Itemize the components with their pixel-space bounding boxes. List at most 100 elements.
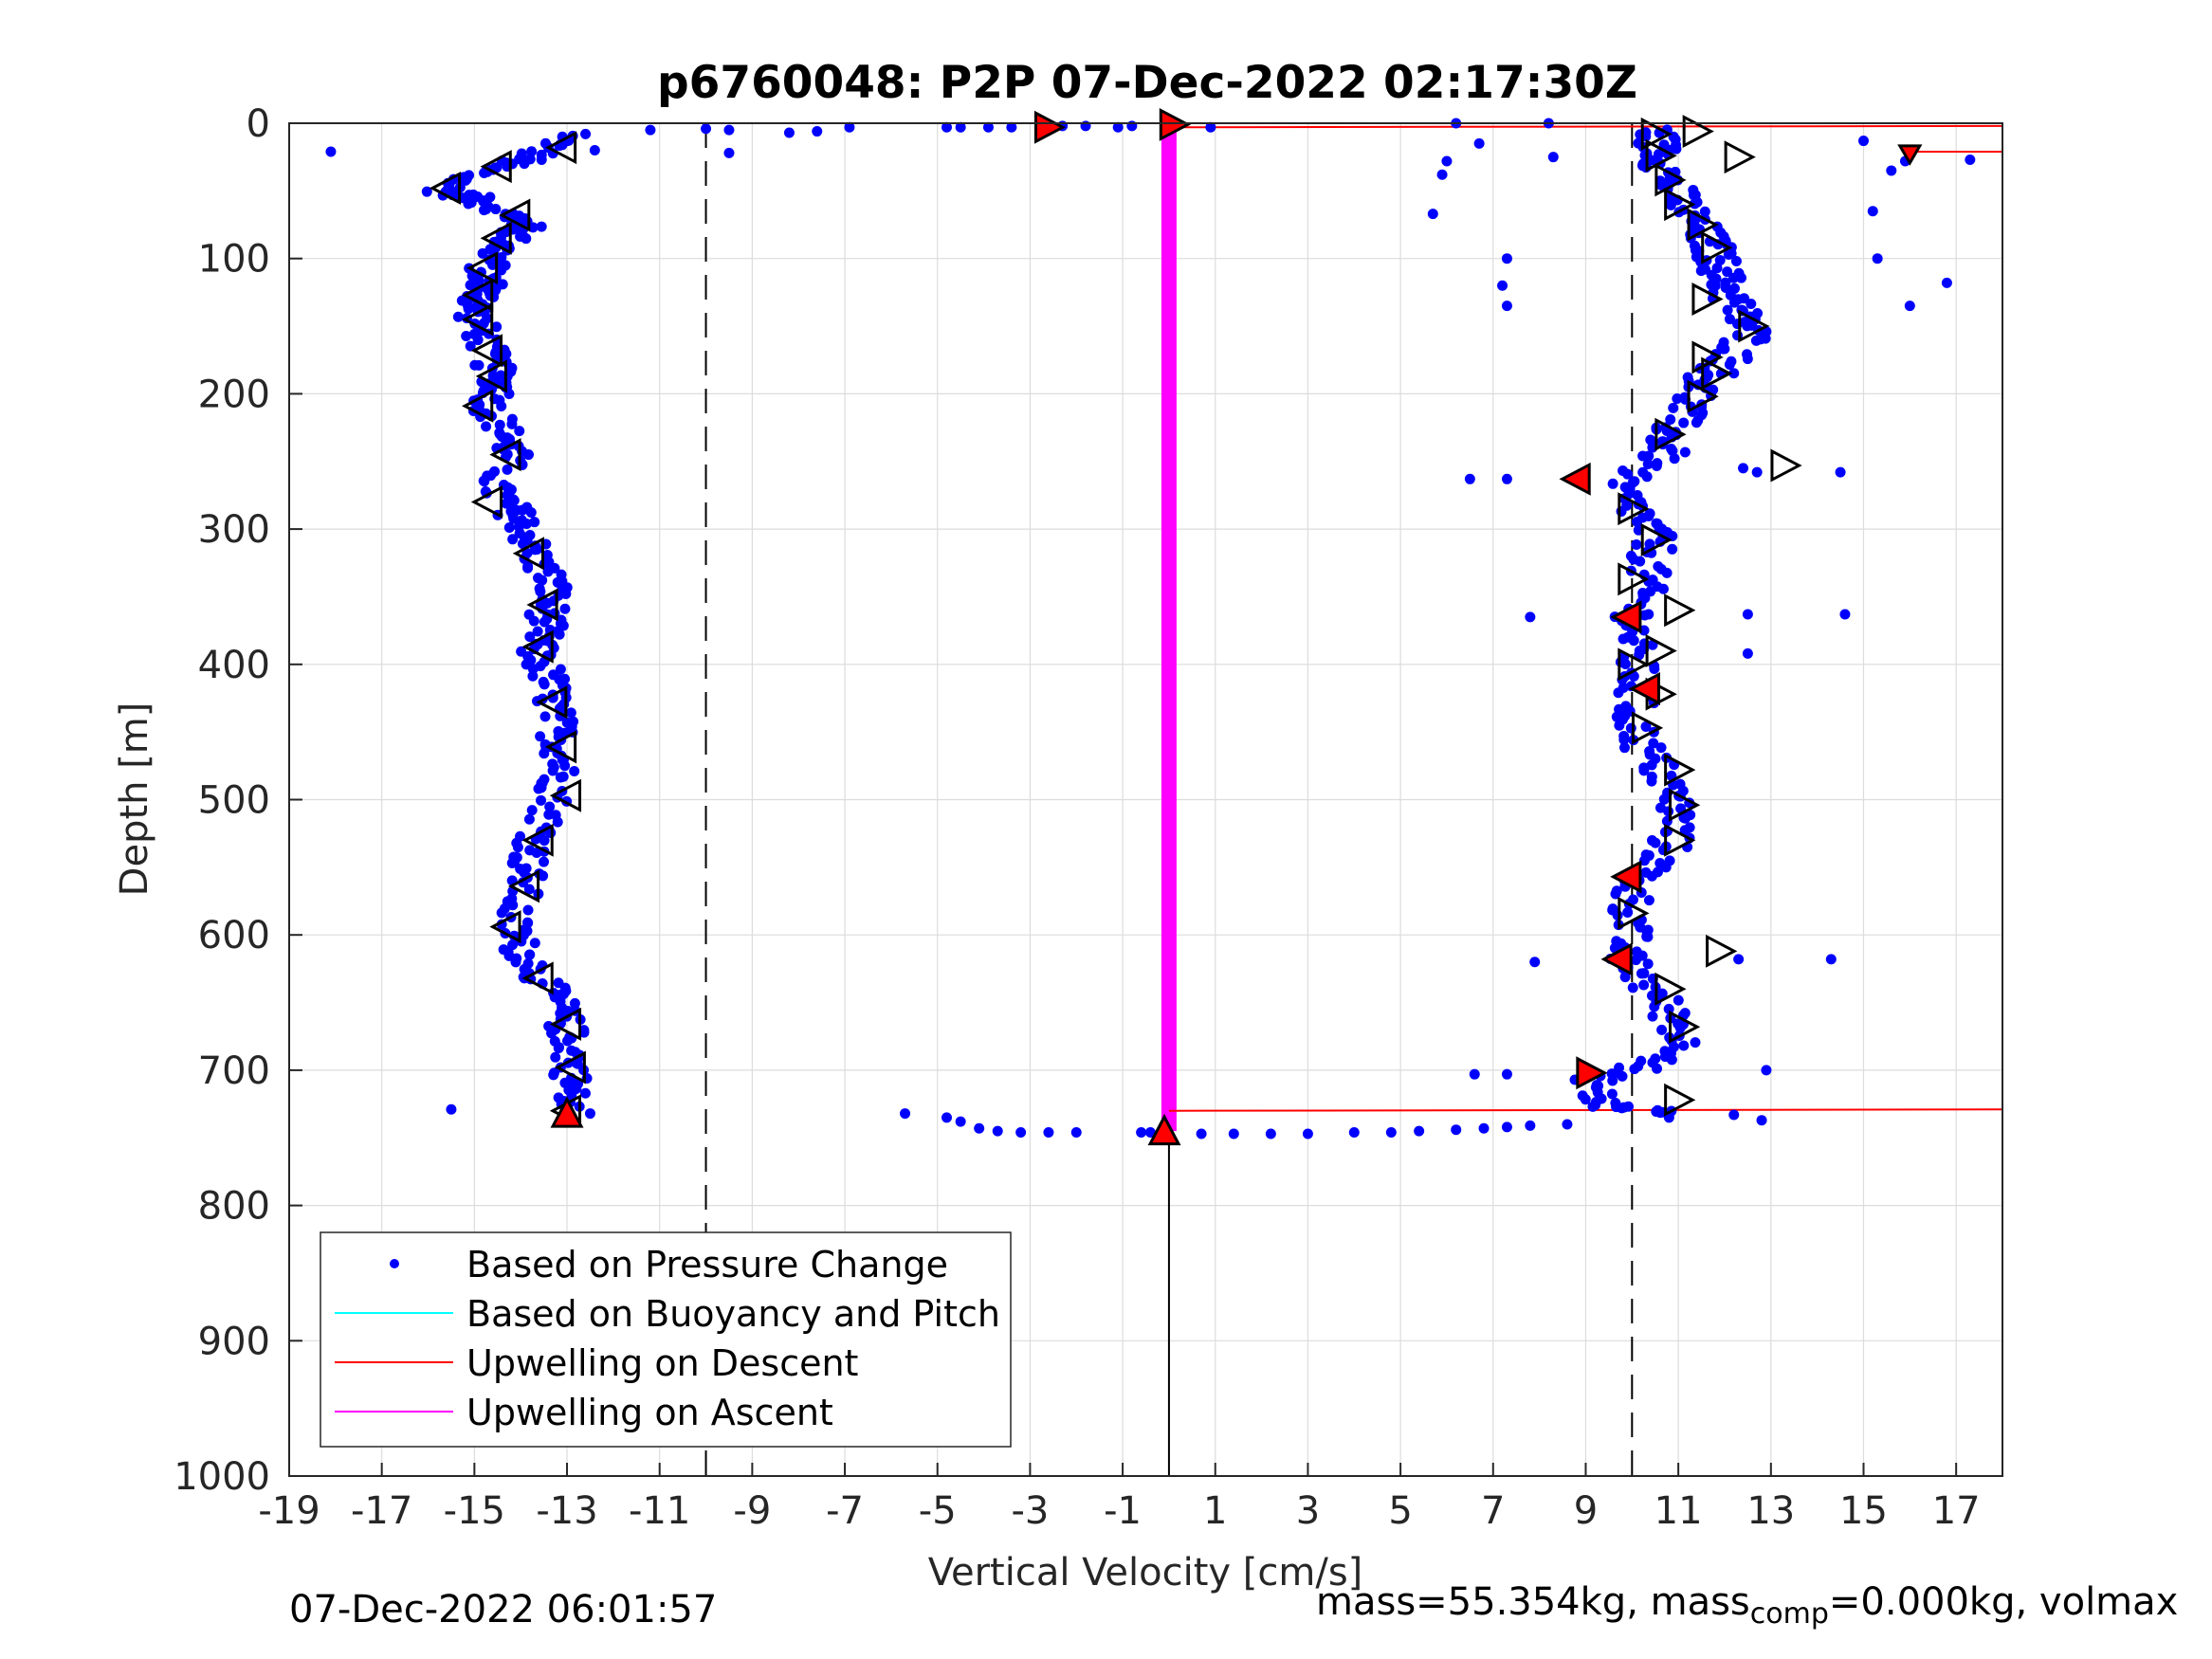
data-point (1691, 417, 1702, 428)
data-point (508, 513, 520, 524)
reference-lines (704, 123, 1634, 1476)
data-point (1641, 471, 1653, 483)
data-point (510, 957, 521, 968)
legend-label: Based on Pressure Change (466, 1244, 948, 1285)
data-point (1628, 635, 1639, 647)
data-point (1728, 1109, 1740, 1121)
x-tick-label: 9 (1574, 1489, 1598, 1533)
data-point (1941, 277, 1952, 288)
data-point (1654, 1107, 1666, 1119)
y-tick-label: 400 (198, 644, 270, 687)
data-point (1501, 253, 1512, 264)
data-point (1136, 1127, 1147, 1139)
x-tick-label: -1 (1104, 1489, 1142, 1533)
triangle-marker (1618, 562, 1650, 596)
data-point (555, 664, 566, 675)
x-tick-label: 11 (1654, 1489, 1703, 1533)
triangle-marker (1628, 672, 1660, 705)
x-tick-label: -3 (1011, 1489, 1049, 1533)
data-point (533, 783, 544, 794)
data-point (1634, 649, 1645, 661)
triangle-marker (512, 537, 544, 571)
data-point (1904, 301, 1915, 312)
footer-mass-sub: comp (1749, 1597, 1829, 1631)
data-point (532, 626, 543, 637)
data-point (1641, 931, 1653, 942)
triangle-marker (1618, 647, 1650, 682)
data-point (463, 303, 474, 315)
triangle-marker (1618, 896, 1650, 930)
data-point (941, 121, 952, 133)
legend-label: Upwelling on Ascent (466, 1392, 833, 1433)
data-point (1144, 1127, 1156, 1139)
data-point (506, 857, 518, 868)
data-point (1497, 280, 1508, 291)
data-point (1839, 609, 1851, 620)
data-point (941, 1112, 952, 1123)
data-point (506, 418, 518, 429)
triangle-markers (429, 107, 1923, 1146)
x-tick-label: -11 (629, 1489, 690, 1533)
triangle-marker (1664, 823, 1696, 857)
x-tick-label: 17 (1932, 1489, 1981, 1533)
triangle-marker (1664, 1083, 1696, 1117)
triangle-marker (549, 778, 582, 812)
data-point (544, 801, 556, 812)
triangle-marker (480, 150, 512, 184)
data-point (1711, 263, 1723, 274)
data-point (521, 233, 532, 245)
triangle-marker (1645, 138, 1677, 173)
data-point (1616, 1103, 1627, 1114)
data-point (421, 186, 432, 197)
triangle-marker (466, 251, 499, 285)
y-tick-label: 100 (198, 238, 270, 282)
data-point (1501, 301, 1512, 312)
data-point (1657, 583, 1669, 594)
data-point (1616, 505, 1627, 517)
data-point (701, 123, 712, 135)
data-point (472, 335, 484, 346)
data-point (1835, 466, 1846, 478)
data-point (522, 904, 534, 916)
data-point (1043, 1127, 1054, 1139)
triangle-marker (1691, 283, 1724, 316)
data-point (723, 147, 735, 158)
data-point (1622, 906, 1634, 918)
data-point (1607, 478, 1618, 489)
triangle-marker (1682, 115, 1714, 149)
x-tick-label: -9 (733, 1489, 771, 1533)
data-point (1722, 304, 1733, 316)
data-point (1679, 447, 1691, 458)
data-point (1642, 958, 1654, 970)
data-point (538, 870, 549, 882)
triangle-marker (1687, 379, 1719, 413)
triangle-marker (1631, 711, 1664, 745)
triangle-marker (1600, 942, 1633, 976)
upwelling-descent-line (1168, 1108, 2003, 1112)
data-point (1663, 806, 1674, 817)
data-point (1637, 450, 1649, 462)
triangle-marker (1691, 340, 1724, 374)
data-point (539, 835, 550, 847)
data-point (536, 154, 547, 165)
data-point (1658, 793, 1670, 805)
data-point (723, 124, 735, 136)
data-point (565, 707, 576, 719)
data-point (477, 247, 488, 259)
data-point (1742, 354, 1753, 365)
triangle-marker (499, 198, 531, 232)
data-point (559, 603, 571, 614)
data-point (1673, 994, 1684, 1006)
data-point (1631, 538, 1642, 550)
triangle-marker (1640, 523, 1673, 557)
data-point (1469, 1068, 1480, 1080)
data-point (1612, 910, 1623, 921)
triangle-marker (470, 334, 503, 368)
data-point (536, 794, 547, 806)
x-tick-label: 15 (1839, 1489, 1888, 1533)
triangle-marker (536, 685, 568, 720)
data-point (1632, 516, 1643, 527)
data-point (536, 221, 547, 232)
triangle-marker (1724, 140, 1756, 174)
data-point (1646, 870, 1657, 882)
